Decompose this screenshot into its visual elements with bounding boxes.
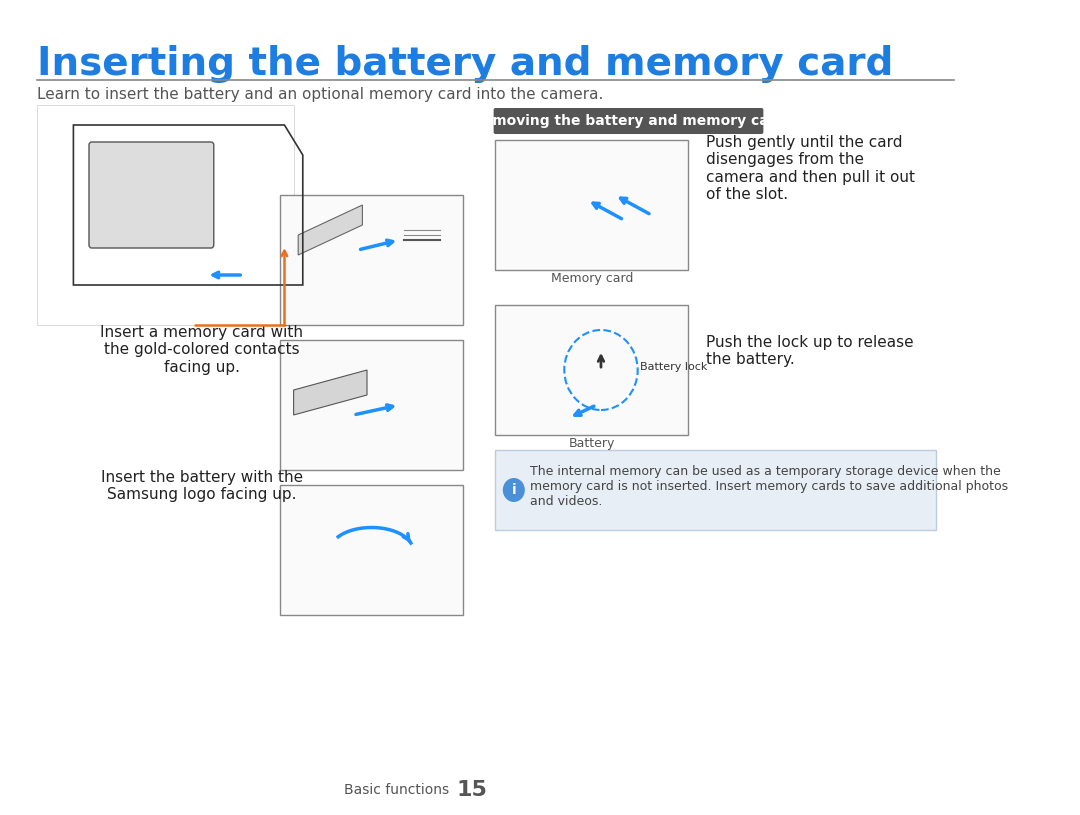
Text: Basic functions: Basic functions — [345, 783, 449, 797]
Text: Battery: Battery — [568, 437, 615, 450]
Text: Push the lock up to release
the battery.: Push the lock up to release the battery. — [706, 335, 914, 368]
Text: Insert the battery with the
Samsung logo facing up.: Insert the battery with the Samsung logo… — [100, 470, 302, 502]
Text: 📷: 📷 — [140, 170, 190, 250]
Text: Learn to insert the battery and an optional memory card into the camera.: Learn to insert the battery and an optio… — [37, 87, 603, 102]
FancyBboxPatch shape — [496, 140, 688, 270]
FancyBboxPatch shape — [496, 450, 936, 530]
FancyBboxPatch shape — [496, 305, 688, 435]
Polygon shape — [294, 370, 367, 415]
Text: Insert a memory card with
the gold-colored contacts
facing up.: Insert a memory card with the gold-color… — [100, 325, 303, 375]
Text: i: i — [512, 483, 516, 497]
Text: Removing the battery and memory card: Removing the battery and memory card — [472, 114, 785, 128]
FancyBboxPatch shape — [89, 142, 214, 248]
FancyBboxPatch shape — [280, 195, 463, 325]
Text: Push gently until the card
disengages from the
camera and then pull it out
of th: Push gently until the card disengages fr… — [706, 135, 916, 202]
Text: 15: 15 — [457, 780, 488, 800]
FancyBboxPatch shape — [280, 485, 463, 615]
Text: Memory card: Memory card — [551, 272, 633, 285]
Circle shape — [503, 478, 525, 502]
FancyBboxPatch shape — [280, 340, 463, 470]
FancyBboxPatch shape — [494, 108, 764, 134]
FancyBboxPatch shape — [37, 105, 294, 325]
Polygon shape — [298, 205, 363, 255]
Text: Battery lock: Battery lock — [640, 362, 707, 372]
Text: The internal memory can be used as a temporary storage device when the
memory ca: The internal memory can be used as a tem… — [530, 465, 1009, 508]
Text: Inserting the battery and memory card: Inserting the battery and memory card — [37, 45, 893, 83]
